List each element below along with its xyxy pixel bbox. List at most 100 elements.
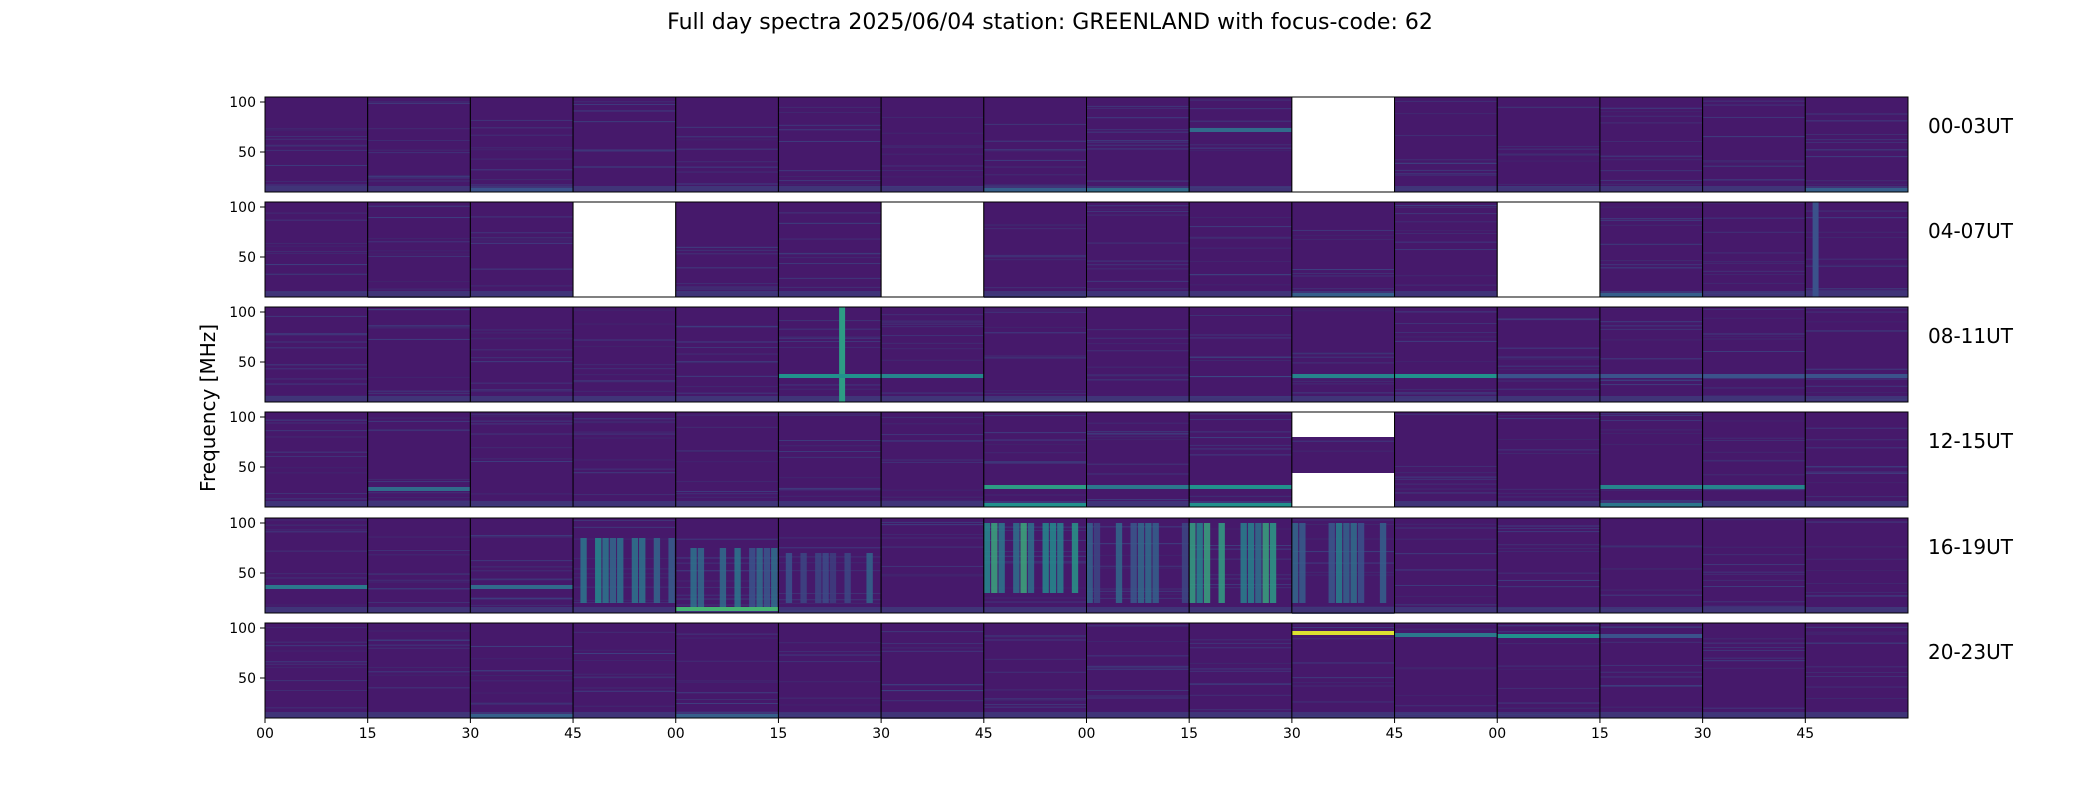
spectra-cell	[469, 306, 574, 403]
low-frequency-band	[1394, 607, 1498, 613]
cell-background	[881, 412, 984, 507]
spectral-texture-line	[778, 238, 882, 240]
spectra-cell	[1394, 622, 1498, 719]
burst-stripe	[1262, 523, 1269, 603]
spectral-texture-line	[778, 129, 882, 131]
x-tick-label: 30	[1283, 726, 1301, 742]
spectral-texture-line	[1599, 420, 1703, 422]
spectral-texture-line	[1086, 655, 1190, 657]
low-frequency-band	[778, 396, 882, 402]
low-frequency-band	[1291, 712, 1395, 718]
burst-column	[839, 307, 846, 402]
spectral-texture-line	[367, 674, 471, 676]
low-frequency-band	[1394, 501, 1498, 507]
spectral-texture-line	[470, 332, 574, 334]
low-frequency-band	[1805, 607, 1908, 613]
cell-background	[881, 623, 984, 718]
spectral-texture-line	[675, 692, 779, 694]
burst-stripe	[785, 553, 793, 603]
spectral-texture-line	[1805, 330, 1908, 332]
low-frequency-band	[983, 396, 1087, 402]
spectral-texture-line	[675, 450, 779, 452]
spectral-texture-line	[1497, 525, 1600, 527]
spectral-texture-line	[675, 325, 779, 327]
spectral-texture-line	[1497, 368, 1600, 370]
spectral-texture-line	[675, 361, 779, 363]
spectral-texture-line	[983, 390, 1087, 392]
spectral-texture-line	[1497, 145, 1600, 147]
spectra-cell	[983, 201, 1087, 298]
burst-stripe	[668, 538, 675, 603]
spectral-texture-line	[778, 547, 882, 549]
spectral-texture-line	[881, 176, 984, 178]
cell-frame	[1804, 201, 1909, 298]
spectral-texture-line	[1189, 694, 1292, 696]
spectral-texture-line	[265, 690, 368, 692]
spectral-texture-line	[983, 671, 1087, 673]
spectral-texture-line	[675, 496, 779, 498]
spectral-texture-line	[470, 237, 574, 239]
spectral-texture-line	[1702, 601, 1806, 603]
x-tick-label: 45	[975, 726, 993, 742]
spectral-texture-line	[1394, 569, 1498, 571]
cell-background	[1599, 202, 1703, 297]
spectral-texture-line	[1599, 328, 1703, 330]
spectral-texture-line	[1599, 429, 1703, 431]
spectral-texture-line	[265, 347, 368, 349]
spectral-texture-line	[1189, 314, 1292, 316]
spectral-texture-line	[1497, 496, 1600, 498]
spectral-texture-line	[778, 654, 882, 656]
spectral-texture-line	[675, 353, 779, 355]
low-frequency-band	[367, 186, 471, 192]
spectral-texture-line	[881, 643, 984, 645]
spectra-cell	[469, 622, 574, 719]
spectral-texture-line	[1497, 154, 1600, 156]
cell-background	[1702, 623, 1806, 718]
spectral-texture-line	[1189, 147, 1292, 149]
low-frequency-band	[881, 712, 984, 718]
burst-stripe	[1013, 523, 1020, 593]
spectral-texture-line	[1189, 150, 1292, 152]
spectral-texture-line	[1394, 585, 1498, 587]
spectra-cell	[880, 96, 985, 193]
spectral-texture-line	[470, 604, 574, 606]
emission-line	[367, 487, 471, 491]
cell-background	[470, 202, 574, 297]
spectral-texture-line	[367, 327, 471, 329]
spectral-texture-line	[1599, 141, 1703, 143]
y-tick-label: 100	[229, 621, 256, 637]
spectral-texture-line	[1702, 317, 1806, 319]
spectra-cell	[880, 306, 985, 403]
low-frequency-band	[573, 396, 676, 402]
spectral-texture-line	[470, 232, 574, 234]
spectral-texture-line	[573, 677, 676, 679]
spectral-texture-line	[1702, 667, 1806, 669]
spectral-texture-line	[1805, 439, 1908, 441]
spectral-texture-line	[265, 181, 368, 183]
spectral-texture-line	[1291, 638, 1395, 640]
spectra-cell	[264, 201, 369, 298]
spectral-texture-line	[470, 268, 574, 270]
spectral-texture-line	[367, 175, 471, 177]
cell-background	[573, 307, 676, 402]
y-tick-label: 100	[229, 95, 256, 111]
spectral-texture-line	[1702, 378, 1806, 380]
spectral-texture-line	[881, 170, 984, 172]
low-frequency-band	[1086, 501, 1190, 507]
spectral-texture-line	[1702, 420, 1806, 422]
low-frequency-band	[1805, 501, 1908, 507]
spectral-texture-line	[367, 326, 471, 328]
cell-background	[367, 307, 471, 402]
spectral-texture-line	[470, 420, 574, 422]
emission-line	[1291, 631, 1395, 635]
spectral-texture-line	[265, 645, 368, 647]
spectra-cell	[1496, 201, 1601, 298]
spectral-texture-line	[573, 345, 676, 347]
spectral-texture-line	[573, 573, 676, 575]
spectral-texture-line	[1599, 594, 1703, 596]
spectral-texture-line	[470, 390, 574, 392]
burst-stripe	[580, 538, 587, 603]
spectral-texture-line	[1702, 270, 1806, 272]
spectral-texture-line	[470, 670, 574, 672]
spectral-texture-line	[1805, 210, 1908, 212]
